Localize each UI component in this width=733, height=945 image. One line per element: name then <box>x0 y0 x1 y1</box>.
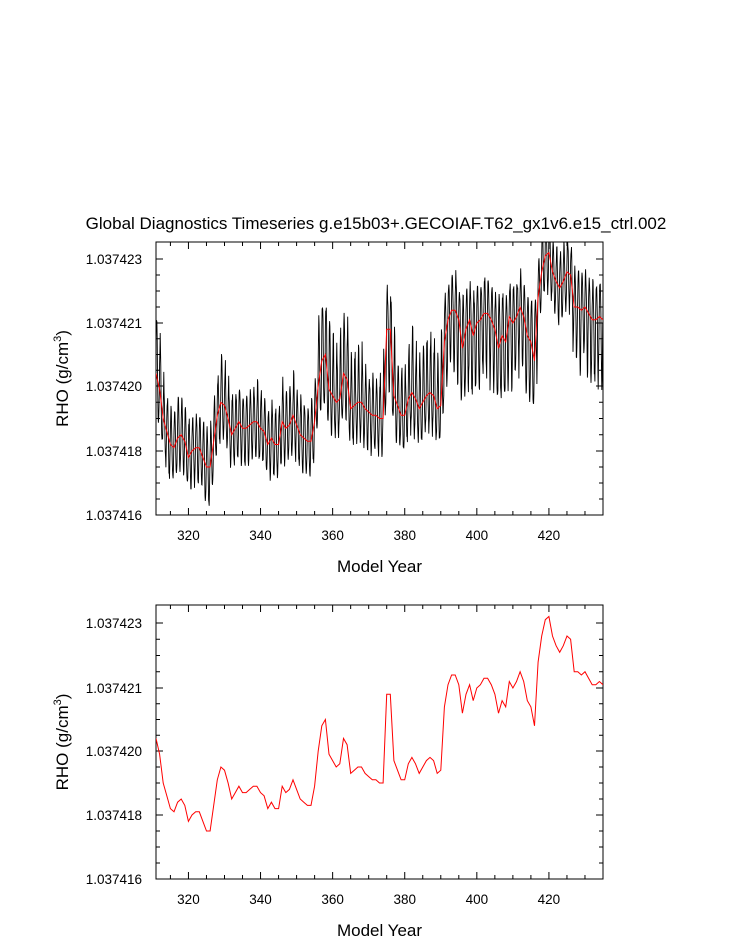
y-axis-label-close: ) <box>53 330 72 336</box>
y-tick-label: 1.037421 <box>86 681 142 696</box>
x-tick-label: 380 <box>393 892 416 907</box>
x-tick-label: 400 <box>466 528 489 543</box>
y-axis-label-close: ) <box>53 694 72 700</box>
y-tick-label: 1.037416 <box>86 508 142 523</box>
chart-title: Global Diagnostics Timeseries g.e15b03+.… <box>86 214 667 233</box>
series-annual-mean <box>156 615 603 832</box>
x-tick-label: 320 <box>177 528 200 543</box>
x-tick-label: 360 <box>321 528 344 543</box>
y-axis-label-sup: 3 <box>52 699 64 705</box>
y-tick-label: 1.037418 <box>86 808 142 823</box>
y-axis-label-main: RHO (g/cm <box>53 705 72 790</box>
x-tick-label: 340 <box>249 528 272 543</box>
y-axis-label: RHO (g/cm3) <box>52 694 72 791</box>
x-tick-label: 340 <box>249 892 272 907</box>
x-tick-label: 320 <box>177 892 200 907</box>
x-tick-label: 400 <box>466 892 489 907</box>
top-panel: 320 340 360 380 400 420 1.037416 1.037418 1.0374… <box>52 241 604 576</box>
y-tick-label: 1.037421 <box>86 316 142 331</box>
series-annual-mean <box>156 251 603 468</box>
y-tick-label: 1.037416 <box>86 872 142 887</box>
plot-area <box>156 242 603 506</box>
x-tick-label: 420 <box>538 892 561 907</box>
x-tick-label: 380 <box>393 528 416 543</box>
x-tick-label: 360 <box>321 892 344 907</box>
y-tick-label: 1.037423 <box>86 252 142 267</box>
x-axis-label: Model Year <box>337 557 422 576</box>
plot-frame <box>155 241 604 516</box>
plot-area <box>156 615 603 832</box>
y-axis-label: RHO (g/cm3) <box>52 330 72 427</box>
y-axis-label-main: RHO (g/cm <box>53 342 72 427</box>
series-monthly <box>156 242 603 506</box>
y-axis-label-sup: 3 <box>52 336 64 342</box>
x-axis-label: Model Year <box>337 921 422 940</box>
y-tick-label: 1.037418 <box>86 444 142 459</box>
y-tick-label: 1.037423 <box>86 616 142 631</box>
y-tick-label: 1.037420 <box>86 379 142 394</box>
x-tick-label: 420 <box>538 528 561 543</box>
plot-frame <box>155 604 604 880</box>
y-tick-label: 1.037420 <box>86 744 142 759</box>
bottom-panel: 320 340 360 380 400 420 1.037416 1.037418 1.0374… <box>52 604 604 940</box>
